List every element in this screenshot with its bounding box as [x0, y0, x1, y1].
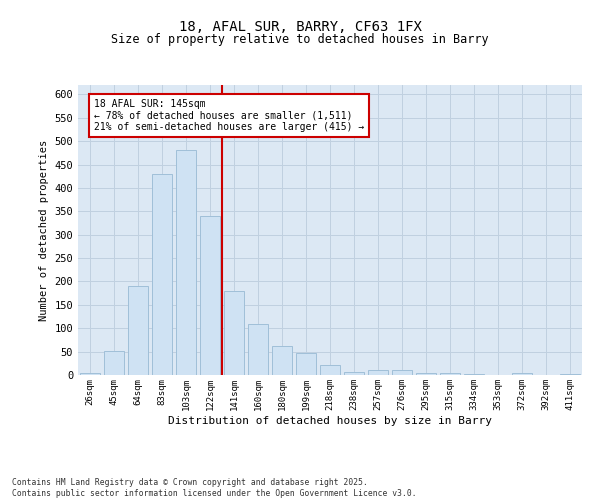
- Text: 18, AFAL SUR, BARRY, CF63 1FX: 18, AFAL SUR, BARRY, CF63 1FX: [179, 20, 421, 34]
- Bar: [104, 350, 124, 375]
- Bar: [464, 374, 484, 375]
- Bar: [320, 364, 340, 375]
- Bar: [368, 370, 388, 375]
- Bar: [560, 374, 580, 375]
- Bar: [248, 324, 268, 375]
- Bar: [296, 353, 316, 375]
- X-axis label: Distribution of detached houses by size in Barry: Distribution of detached houses by size …: [168, 416, 492, 426]
- Bar: [128, 286, 148, 375]
- Bar: [392, 370, 412, 375]
- Text: Contains HM Land Registry data © Crown copyright and database right 2025.
Contai: Contains HM Land Registry data © Crown c…: [12, 478, 416, 498]
- Bar: [344, 372, 364, 375]
- Bar: [272, 346, 292, 375]
- Bar: [416, 372, 436, 375]
- Bar: [224, 291, 244, 375]
- Y-axis label: Number of detached properties: Number of detached properties: [39, 140, 49, 320]
- Bar: [152, 174, 172, 375]
- Bar: [440, 372, 460, 375]
- Bar: [176, 150, 196, 375]
- Text: 18 AFAL SUR: 145sqm
← 78% of detached houses are smaller (1,511)
21% of semi-det: 18 AFAL SUR: 145sqm ← 78% of detached ho…: [94, 99, 364, 132]
- Bar: [80, 372, 100, 375]
- Bar: [512, 372, 532, 375]
- Bar: [200, 216, 220, 375]
- Text: Size of property relative to detached houses in Barry: Size of property relative to detached ho…: [111, 32, 489, 46]
